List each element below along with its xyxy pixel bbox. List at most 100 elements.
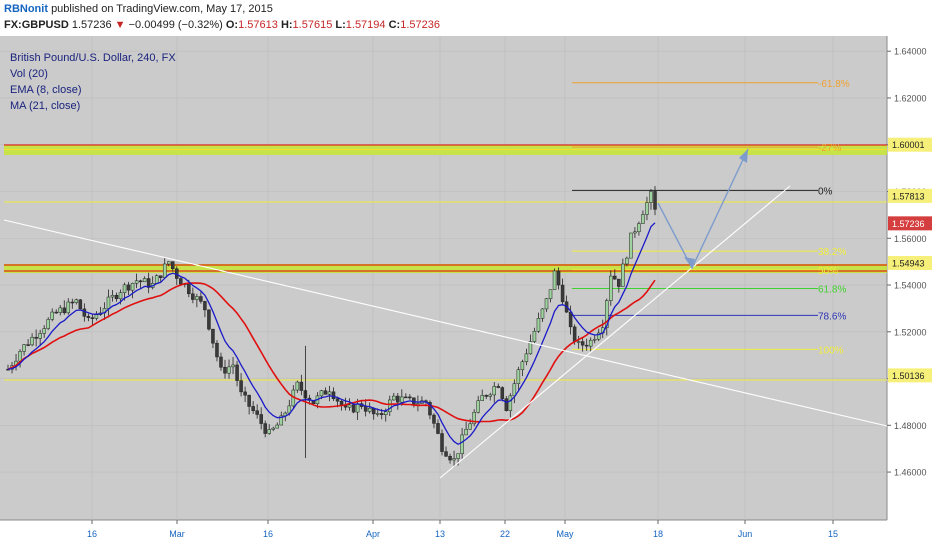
candle-body <box>472 411 476 425</box>
candle-body <box>231 364 235 368</box>
candle-body <box>452 458 456 461</box>
level-price-text: 1.60001 <box>892 140 925 150</box>
candle-body <box>162 263 167 278</box>
candle-body <box>110 295 115 298</box>
candle-body <box>235 364 239 381</box>
candle-body <box>219 356 223 368</box>
candle-body <box>94 314 99 319</box>
candle-body <box>82 308 87 317</box>
quote-line: FX:GBPUSD 1.57236 ▼ −0.00499 (−0.32%) O:… <box>4 19 440 31</box>
price-axis-background <box>887 36 932 520</box>
candle-body <box>512 383 517 397</box>
time-tick-label: 18 <box>653 529 663 539</box>
level-price-tag <box>888 188 932 203</box>
candle-body <box>496 386 501 388</box>
candle-body <box>58 307 62 313</box>
price-chart[interactable]: 1.640001.620001.600001.580001.560001.540… <box>0 36 932 550</box>
candle-body <box>556 270 561 286</box>
candle-body <box>62 307 67 314</box>
legend-item-ema[interactable]: EMA (8, close) <box>10 84 82 96</box>
candle-body <box>388 399 392 412</box>
candle-body <box>42 328 46 334</box>
fibonacci-levels: 0% 38.2% 50% 61.8% 78.6% 100% -27% -61.8% <box>572 79 850 356</box>
candle-body <box>203 301 207 311</box>
candle-body <box>572 326 577 342</box>
fib-label: 61.8% <box>818 285 846 296</box>
candle-body <box>504 398 509 411</box>
level-price-tag <box>888 137 932 152</box>
candle-body <box>34 336 38 339</box>
candle-body <box>367 407 372 412</box>
publish-line: RBNonit published on TradingView.com, Ma… <box>4 3 273 15</box>
candle-body <box>158 275 163 278</box>
candle-body <box>86 316 91 318</box>
time-axis-background <box>0 520 932 550</box>
candle-body <box>154 275 159 284</box>
candle-body <box>552 270 557 290</box>
candle-body <box>456 453 460 459</box>
candle-body <box>38 333 42 339</box>
high-label: H: <box>280 19 293 31</box>
close-label: C: <box>388 19 401 31</box>
current-price-tag <box>888 216 932 231</box>
candle-body <box>468 423 472 430</box>
candle-body <box>476 400 480 413</box>
legend-item-ma[interactable]: MA (21, close) <box>10 100 81 112</box>
candle-body <box>191 293 195 300</box>
candle-body <box>66 301 71 314</box>
candle-body <box>122 284 127 293</box>
projection-arrows[interactable] <box>657 148 749 270</box>
fib-label: 0% <box>818 186 833 197</box>
candle-body <box>588 339 593 347</box>
candle-body <box>90 317 95 319</box>
descending-trendline[interactable] <box>3 219 888 427</box>
candle-body <box>279 415 284 426</box>
legend-item-volume[interactable]: Vol (20) <box>10 68 48 80</box>
candle-body <box>211 328 215 344</box>
candle-body <box>404 396 408 399</box>
fib-label: 38.2% <box>818 247 846 258</box>
candle-body <box>207 309 211 330</box>
candle-body <box>484 395 488 397</box>
candle-body <box>460 434 464 454</box>
candle-body <box>267 429 271 434</box>
candle-body <box>448 455 452 461</box>
candle-body <box>580 341 585 346</box>
candle-body <box>653 191 657 210</box>
open-value: 1.57613 <box>238 19 278 31</box>
candle-body <box>375 413 380 415</box>
fib-label: -27% <box>818 143 841 154</box>
candle-body <box>645 202 649 215</box>
low-value: 1.57194 <box>345 19 386 31</box>
fib-label: 100% <box>818 345 844 356</box>
candle-body <box>508 395 513 411</box>
price-tick-label: 1.52000 <box>894 327 927 337</box>
candle-body <box>548 289 553 299</box>
ascending-trendline[interactable] <box>439 185 791 479</box>
candle-body <box>18 351 22 362</box>
time-tick-label: 13 <box>435 529 445 539</box>
time-tick-label: 16 <box>263 529 273 539</box>
candle-body <box>46 319 50 329</box>
down-arrow-icon: ▼ <box>114 19 126 31</box>
candle-body <box>30 336 34 346</box>
candle-body <box>271 427 275 430</box>
candle-body <box>516 369 521 384</box>
price-tick-label: 1.64000 <box>894 47 927 57</box>
level-price-tag <box>888 368 932 383</box>
last-price: 1.57236 <box>71 19 112 31</box>
candle-body <box>384 411 388 416</box>
candle-body <box>621 263 625 287</box>
candle-body <box>416 403 420 405</box>
close-value: 1.57236 <box>400 19 440 31</box>
price-tick-label: 1.56000 <box>894 234 927 244</box>
fib-label: 50% <box>818 266 838 277</box>
candle-body <box>544 298 549 310</box>
candle-body <box>142 278 147 283</box>
fib-label: -61.8% <box>818 79 850 90</box>
author-link[interactable]: RBNonit <box>4 3 48 15</box>
candle-body <box>263 423 267 434</box>
candle-body <box>50 311 54 320</box>
candle-body <box>432 414 436 424</box>
candle-body <box>649 191 653 203</box>
